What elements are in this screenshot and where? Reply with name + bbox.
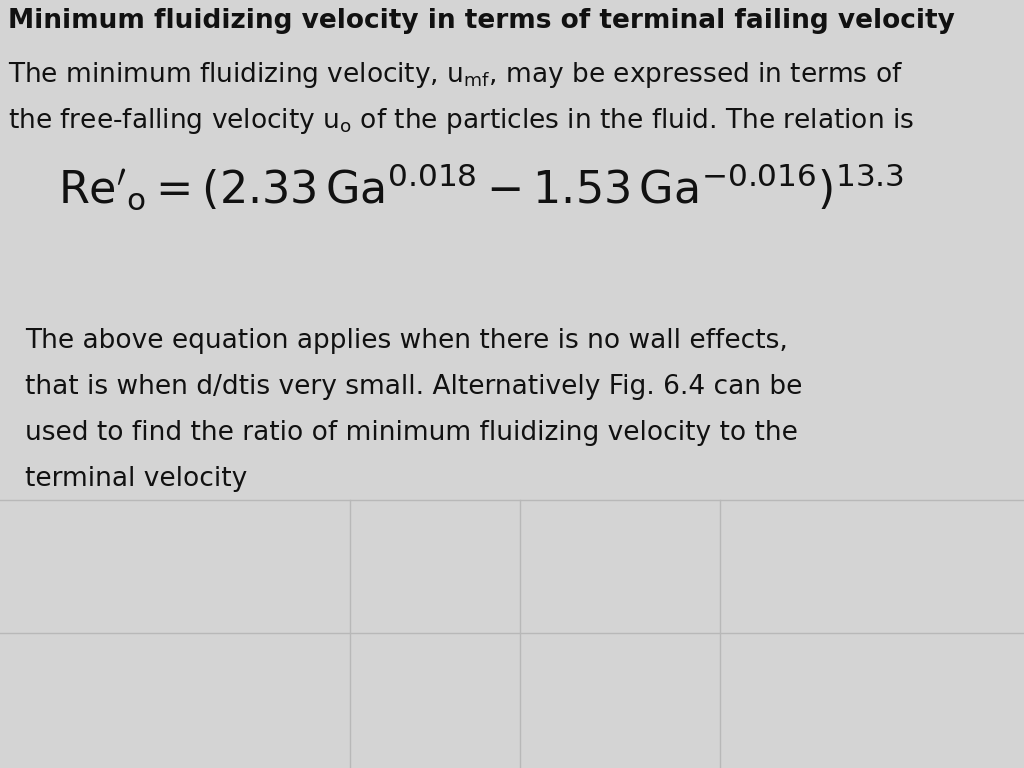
- Text: used to find the ratio of minimum fluidizing velocity to the: used to find the ratio of minimum fluidi…: [25, 420, 798, 446]
- Text: $\mathrm{Re'_o} = \left(2.33\,\mathrm{Ga}^{0.018} - 1.53\,\mathrm{Ga}^{-0.016}\r: $\mathrm{Re'_o} = \left(2.33\,\mathrm{Ga…: [58, 162, 904, 213]
- Text: terminal velocity: terminal velocity: [25, 466, 247, 492]
- Text: Minimum fluidizing velocity in terms of terminal failing velocity: Minimum fluidizing velocity in terms of …: [8, 8, 954, 34]
- Text: that is when d/dtis very small. Alternatively Fig. 6.4 can be: that is when d/dtis very small. Alternat…: [25, 374, 803, 400]
- Text: the free-falling velocity u$_{\mathrm{o}}$ of the particles in the fluid. The re: the free-falling velocity u$_{\mathrm{o}…: [8, 106, 914, 136]
- Text: The minimum fluidizing velocity, u$_{\mathrm{mf}}$, may be expressed in terms of: The minimum fluidizing velocity, u$_{\ma…: [8, 60, 903, 90]
- Text: The above equation applies when there is no wall effects,: The above equation applies when there is…: [25, 328, 787, 354]
